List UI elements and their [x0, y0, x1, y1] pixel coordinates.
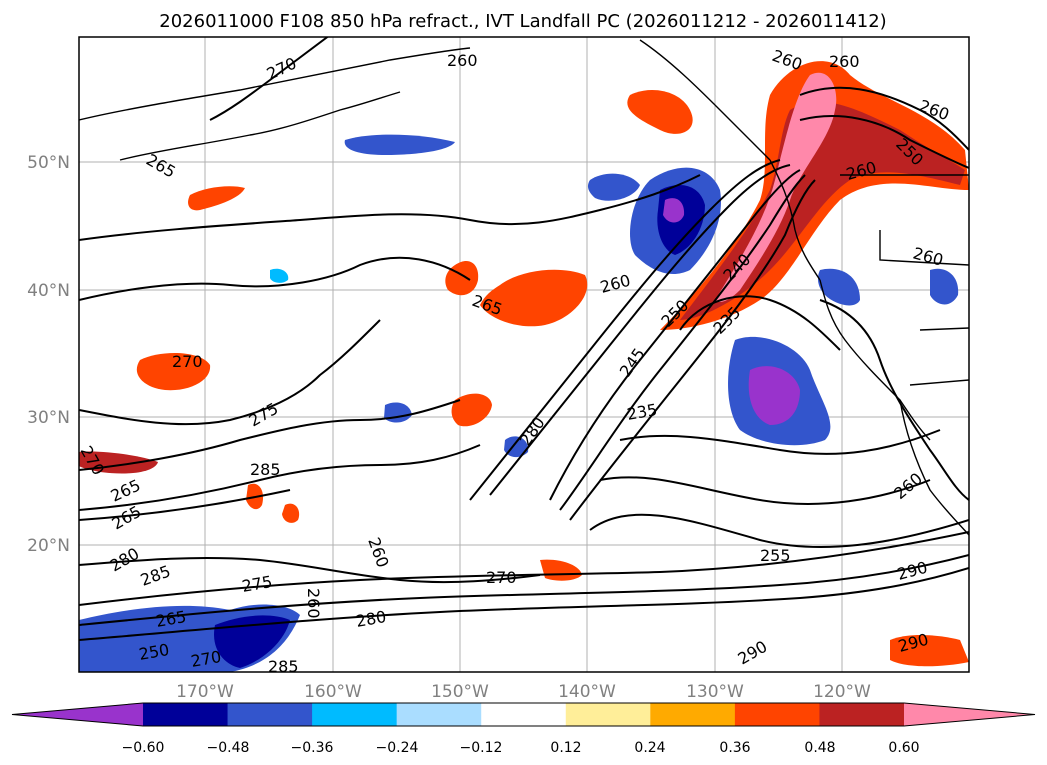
colorbar-extend-min [12, 703, 143, 726]
colorbar-tick: 0.36 [719, 740, 750, 756]
colorbar-swatch [819, 703, 905, 726]
colorbar-tick: 0.24 [634, 740, 665, 756]
state-border [879, 230, 969, 266]
contour-line [549, 169, 801, 501]
contour-line [469, 159, 781, 501]
lon-label-120w: 120°W [813, 682, 871, 702]
colorbar-swatches [11, 702, 1036, 727]
lon-label-150w: 150°W [431, 682, 489, 702]
contour-line [679, 295, 841, 351]
contour-label: 285 [250, 460, 281, 479]
contour-line [79, 531, 969, 606]
contour-line [619, 429, 941, 455]
colorbar-tick: 0.12 [550, 740, 581, 756]
lat-label-50n: 50°N [27, 153, 70, 173]
negative-region-small-3 [270, 268, 289, 283]
colorbar-tick: −0.60 [122, 740, 165, 756]
colorbar-swatch [143, 703, 229, 726]
positive-region-se [890, 635, 969, 667]
contour-label: 260 [447, 51, 478, 70]
contour-lines [79, 37, 969, 641]
figure-title: 2026011000 F108 850 hPa refract., IVT La… [159, 11, 886, 32]
contour-line [79, 174, 701, 241]
coastline-bc [769, 159, 821, 281]
contour-line [79, 567, 969, 641]
colorbar-swatch [312, 703, 398, 726]
negative-region-sw-core [214, 615, 290, 668]
contour-line [599, 476, 931, 505]
positive-region-west-3 [188, 186, 245, 211]
colorbar-swatch [565, 703, 651, 726]
lat-label-20n: 20°N [27, 536, 70, 556]
colorbar-swatch [734, 703, 820, 726]
contour-label: 270 [172, 352, 203, 371]
lat-label-30n: 30°N [27, 408, 70, 428]
contour-label: 270 [486, 568, 517, 587]
negative-region-coast [817, 268, 860, 306]
lon-label-130w: 130°W [686, 682, 744, 702]
positive-region-gulf-alaska [627, 90, 693, 134]
negative-region-subtropic-core [748, 366, 800, 425]
colorbar-swatch [396, 703, 482, 726]
colorbar-extend-max [904, 703, 1035, 726]
colorbar-tick: 0.48 [804, 740, 835, 756]
positive-region-ne-pacific [480, 269, 588, 327]
map-frame [78, 36, 970, 673]
contour-line [209, 37, 329, 121]
contour-line [79, 319, 381, 426]
contour-label: 260 [304, 588, 323, 619]
colorbar: −0.60 −0.48 −0.36 −0.24 −0.12 0.12 0.24 … [11, 702, 1036, 756]
negative-region-mid-2 [504, 436, 529, 458]
colorbar-swatch [227, 703, 313, 726]
colorbar-ticks: −0.60 −0.48 −0.36 −0.24 −0.12 0.12 0.24 … [122, 740, 920, 756]
lat-label-40n: 40°N [27, 281, 70, 301]
map-panel: 270 260 265 260 260 250 260 260 260 265 … [78, 36, 970, 676]
colorbar-tick: −0.36 [291, 740, 334, 756]
colorbar-tick: −0.48 [207, 740, 250, 756]
contour-label: 255 [760, 546, 791, 565]
negative-region-off-coast [587, 173, 640, 201]
colorbar-outline [11, 702, 1036, 727]
positive-region-west-1 [136, 353, 211, 391]
coastline-california [819, 279, 931, 441]
colorbar-swatch [650, 703, 736, 726]
contour-line [799, 86, 969, 151]
lon-label-170w: 170°W [176, 682, 234, 702]
contour-line [79, 554, 969, 626]
colorbar-tick: −0.12 [460, 740, 503, 756]
colorbar-tick: −0.24 [376, 740, 419, 756]
negative-region-ne-pacific-purple [663, 198, 685, 223]
lat-axis-labels: 50°N 40°N 30°N 20°N [27, 153, 70, 556]
lon-label-160w: 160°W [304, 682, 362, 702]
contour-line [559, 174, 806, 511]
contour-line [569, 179, 816, 521]
contour-line [79, 256, 471, 301]
contour-line [79, 489, 291, 521]
contour-label: 285 [268, 657, 299, 676]
colorbar-swatch [481, 703, 567, 726]
contour-line [489, 164, 791, 496]
contour-line [799, 115, 969, 169]
positive-region-mid [451, 393, 492, 427]
coastline-gulf-alaska [639, 39, 771, 161]
coastline-alaska [79, 47, 471, 121]
border-us-mexico [909, 379, 969, 386]
coastline-aleutians [119, 91, 401, 161]
positive-region-small-2 [282, 503, 300, 523]
contour-label: 260 [829, 52, 860, 71]
lon-label-140w: 140°W [558, 682, 616, 702]
contour-line [79, 444, 481, 511]
contour-line [589, 513, 969, 549]
coastlines [79, 39, 969, 536]
colorbar-tick: 0.60 [888, 740, 919, 756]
state-border-2 [919, 327, 969, 331]
contour-line [79, 556, 541, 584]
contour-line [819, 299, 969, 501]
negative-region-north [344, 134, 455, 155]
lon-axis-labels: 170°W 160°W 150°W 140°W 130°W 120°W [176, 682, 871, 702]
positive-region-pink [715, 72, 837, 302]
negative-region-east [930, 268, 959, 305]
contour-line [79, 399, 461, 471]
